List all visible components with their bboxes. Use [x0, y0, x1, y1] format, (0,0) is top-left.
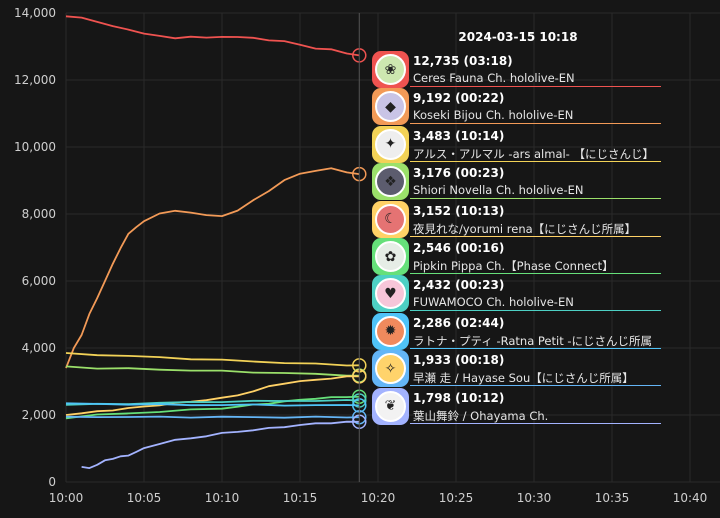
series-line [65, 15, 360, 57]
viewer-count-value: 3,152 [413, 203, 456, 218]
moon-icon: ☾ [375, 203, 406, 235]
channel-name: 夜見れな/yorumi rena【にじさんじ所属】 [413, 221, 637, 236]
viewer-count: 2,546 (00:16) [413, 241, 504, 255]
stream-duration: (10:13) [455, 203, 505, 218]
x-tick-label: 10:35 [595, 491, 630, 505]
series-line [65, 402, 360, 407]
stream-duration: (00:22) [455, 91, 505, 106]
x-tick-label: 10:30 [517, 491, 552, 505]
entry-underline [410, 86, 661, 87]
y-tick-label: 2,000 [22, 408, 56, 422]
series-line [81, 420, 360, 470]
tooltip-timestamp: 2024-03-15 10:18 [458, 30, 578, 44]
series-line [65, 365, 360, 377]
channel-name: Shiori Novella Ch. hololive-EN [413, 183, 584, 198]
entry-underline [410, 310, 661, 312]
viewer-count: 12,735 (03:18) [413, 54, 513, 68]
entry-underline [410, 347, 661, 349]
viewer-count: 3,483 (10:14) [413, 129, 504, 143]
viewer-count: 9,192 (00:22) [413, 91, 504, 105]
viewer-count: 1,798 (10:12) [413, 391, 504, 405]
channel-name: FUWAMOCO Ch. hololive-EN [413, 295, 574, 310]
x-tick-label: 10:05 [127, 491, 162, 505]
y-tick-label: 4,000 [22, 341, 56, 355]
x-tick-label: 10:25 [439, 491, 474, 505]
viewer-count-value: 3,176 [413, 166, 456, 181]
entry-underline [410, 422, 661, 424]
star-icon: ✦ [375, 128, 406, 160]
viewer-count: 3,152 (10:13) [413, 204, 504, 218]
viewer-count-value: 9,192 [413, 91, 456, 106]
tooltip-entry: ❀ 12,735 (03:18) Ceres Fauna Ch. hololive-… [372, 51, 662, 88]
stream-duration: (10:14) [455, 128, 505, 143]
viewer-count-value: 1,933 [413, 353, 456, 368]
x-tick-label: 10:15 [283, 491, 318, 505]
tooltip-entry: ✹ 2,286 (02:44) ラトナ・プティ -Ratna Petit -にじさん… [372, 312, 662, 350]
bunny-icon: ✿ [375, 241, 406, 272]
bell-icon: ❦ [375, 390, 406, 422]
series-lines [65, 15, 367, 470]
paw-icon: ♥ [375, 278, 406, 310]
book-icon: ❖ [375, 166, 406, 198]
viewer-count-value: 2,432 [413, 278, 456, 293]
y-tick-label: 0 [48, 475, 56, 489]
x-tick-label: 10:00 [49, 491, 84, 505]
channel-name: ラトナ・プティ -Ratna Petit -にじさんじ所属 [413, 333, 653, 348]
viewer-count-value: 2,546 [413, 241, 456, 255]
x-tick-label: 10:40 [673, 491, 708, 505]
bolt-icon: ✧ [375, 353, 406, 385]
stream-duration: (00:23) [455, 166, 505, 181]
gem-icon: ◆ [375, 91, 406, 123]
flame-icon: ✹ [375, 315, 406, 347]
stream-duration: (03:18) [463, 54, 513, 68]
tooltip-entry: ❖ 3,176 (00:23) Shiori Novella Ch. hololiv… [372, 163, 662, 201]
stream-duration: (00:18) [455, 353, 505, 368]
series-line [65, 375, 360, 416]
viewer-count-value: 2,286 [413, 315, 456, 330]
stream-duration: (02:44) [455, 315, 505, 330]
y-tick-label: 14,000 [14, 6, 56, 20]
channel-name: Koseki Bijou Ch. hololive-EN [413, 108, 574, 123]
channel-name: Pipkin Pippa Ch.【Phase Connect】 [413, 259, 614, 273]
y-tick-label: 10,000 [14, 140, 56, 154]
tooltip-entry: ◆ 9,192 (00:22) Koseki Bijou Ch. hololive-… [372, 88, 662, 126]
tooltip-entry: ✧ 1,933 (00:18) 早瀬 走 / Hayase Sou【にじさんじ所属】 [372, 350, 662, 388]
entry-underline [410, 235, 661, 237]
entry-underline [410, 273, 661, 274]
axes: 0 2,000 4,000 6,000 8,000 10,000 12,000 14,000 1… [14, 6, 707, 505]
stream-duration: (10:12) [455, 390, 505, 405]
entry-underline [410, 123, 661, 125]
viewer-count: 3,176 (00:23) [413, 166, 504, 180]
series-line [65, 352, 360, 367]
entry-underline [410, 198, 661, 200]
y-tick-label: 8,000 [22, 207, 56, 221]
stream-duration: (00:16) [455, 241, 505, 255]
tooltip-entry: ❦ 1,798 (10:12) 葉山舞鈴 / Ohayama Ch. [372, 387, 662, 425]
entry-underline [410, 385, 661, 387]
viewer-count: 2,432 (00:23) [413, 278, 504, 292]
series-line [65, 167, 360, 369]
tooltip-entry: ♥ 2,432 (00:23) FUWAMOCO Ch. hololive-EN [372, 275, 662, 313]
series-line [65, 415, 360, 419]
y-tick-label: 12,000 [14, 73, 56, 87]
stream-duration: (00:23) [455, 278, 505, 293]
tooltip-entry: ✿ 2,546 (00:16) Pipkin Pippa Ch.【Phase Con… [372, 238, 662, 275]
channel-name: Ceres Fauna Ch. hololive-EN [413, 71, 575, 85]
tooltip-entry: ✦ 3,483 (10:14) アルス・アルマル -ars almal- 【にじさん… [372, 125, 662, 163]
channel-name: アルス・アルマル -ars almal- 【にじさんじ】 [413, 146, 654, 161]
y-tick-label: 6,000 [22, 274, 56, 288]
x-tick-label: 10:10 [205, 491, 240, 505]
leaf-icon: ❀ [375, 54, 406, 85]
tooltip-entry: ☾ 3,152 (10:13) 夜見れな/yorumi rena【にじさんじ所属】 [372, 200, 662, 238]
viewer-count-value: 3,483 [413, 128, 456, 143]
viewer-count-value: 1,798 [413, 390, 456, 405]
channel-name: 葉山舞鈴 / Ohayama Ch. [413, 408, 549, 423]
channel-name: 早瀬 走 / Hayase Sou【にじさんじ所属】 [413, 371, 634, 386]
viewer-count: 2,286 (02:44) [413, 316, 504, 330]
viewer-count-value: 12,735 [413, 54, 464, 68]
x-tick-label: 10:20 [361, 491, 396, 505]
entry-underline [410, 160, 661, 162]
viewer-count: 1,933 (00:18) [413, 353, 504, 367]
